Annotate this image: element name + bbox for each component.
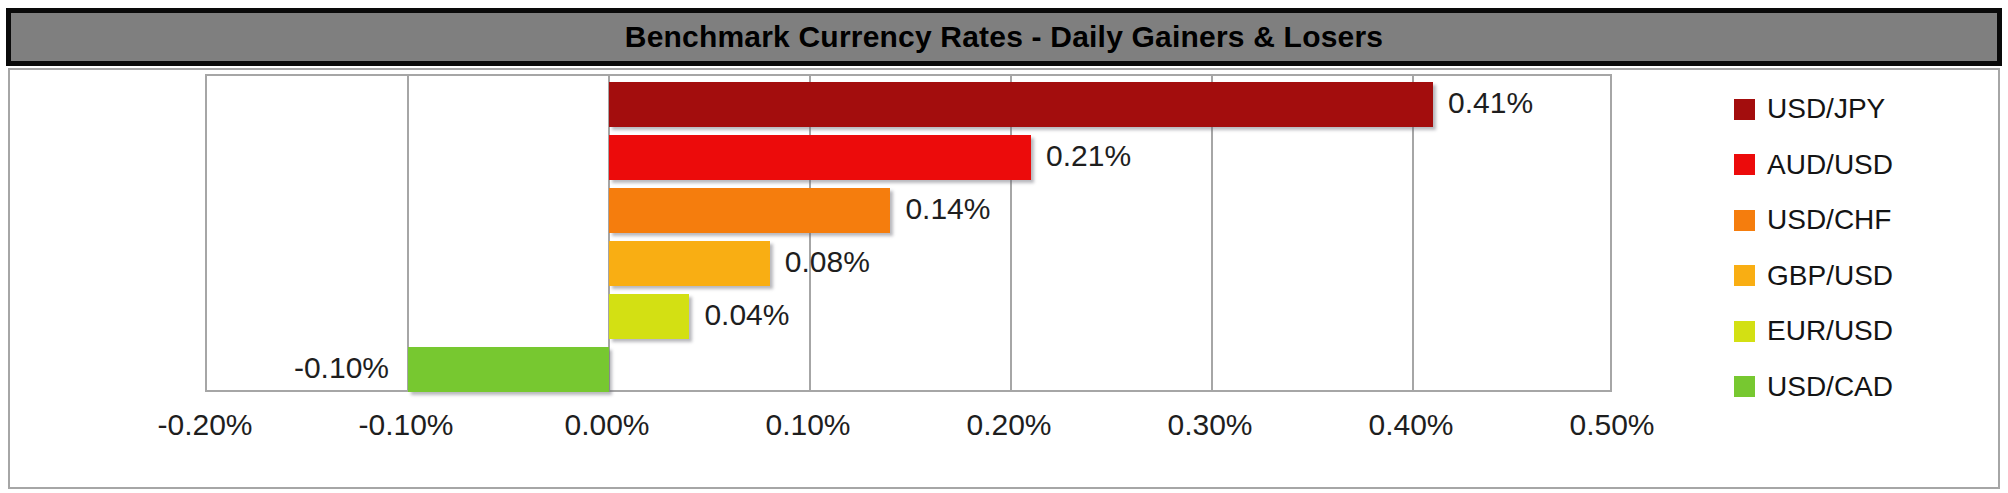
legend-swatch-icon	[1734, 265, 1755, 286]
x-tick-label: 0.40%	[1331, 408, 1491, 442]
legend-swatch-icon	[1734, 154, 1755, 175]
legend-swatch-icon	[1734, 321, 1755, 342]
bar-value-label: 0.04%	[704, 292, 789, 337]
legend-label: USD/JPY	[1767, 93, 1885, 125]
gridline	[407, 76, 409, 390]
legend-label: USD/CHF	[1767, 204, 1891, 236]
plot-area	[205, 74, 1612, 392]
bar-usd-jpy	[609, 82, 1433, 127]
x-tick-label: 0.50%	[1532, 408, 1692, 442]
bar-usd-cad	[408, 347, 609, 392]
legend-label: USD/CAD	[1767, 371, 1893, 403]
legend: USD/JPY AUD/USD USD/CHF GBP/USD EUR/USD USD/C…	[1734, 95, 1893, 401]
legend-label: AUD/USD	[1767, 149, 1893, 181]
x-tick-label: 0.30%	[1130, 408, 1290, 442]
bar-usd-chf	[609, 188, 890, 233]
bar-aud-usd	[609, 135, 1031, 180]
x-tick-label: -0.20%	[125, 408, 285, 442]
bar-gbp-usd	[609, 241, 770, 286]
legend-item-usd-chf: USD/CHF	[1734, 206, 1893, 234]
chart-container: 0.41% 0.21% 0.14% 0.08% 0.04% -0.10% -0.20% -0…	[8, 68, 2000, 489]
legend-item-usd-cad: USD/CAD	[1734, 373, 1893, 401]
x-tick-label: 0.00%	[527, 408, 687, 442]
bar-value-label: 0.14%	[905, 186, 990, 231]
legend-item-usd-jpy: USD/JPY	[1734, 95, 1893, 123]
legend-label: EUR/USD	[1767, 315, 1893, 347]
chart-title: Benchmark Currency Rates - Daily Gainers…	[625, 20, 1383, 54]
chart-title-bar: Benchmark Currency Rates - Daily Gainers…	[6, 8, 2002, 66]
legend-item-gbp-usd: GBP/USD	[1734, 262, 1893, 290]
legend-item-aud-usd: AUD/USD	[1734, 151, 1893, 179]
bar-value-label: 0.21%	[1046, 133, 1131, 178]
bar-value-label: 0.08%	[785, 239, 870, 284]
legend-swatch-icon	[1734, 210, 1755, 231]
bar-eur-usd	[609, 294, 689, 339]
bar-value-label: 0.41%	[1448, 80, 1533, 125]
legend-item-eur-usd: EUR/USD	[1734, 317, 1893, 345]
legend-swatch-icon	[1734, 99, 1755, 120]
x-tick-label: -0.10%	[326, 408, 486, 442]
bar-value-label: -0.10%	[294, 345, 389, 390]
x-tick-label: 0.10%	[728, 408, 888, 442]
legend-swatch-icon	[1734, 376, 1755, 397]
x-tick-label: 0.20%	[929, 408, 1089, 442]
legend-label: GBP/USD	[1767, 260, 1893, 292]
